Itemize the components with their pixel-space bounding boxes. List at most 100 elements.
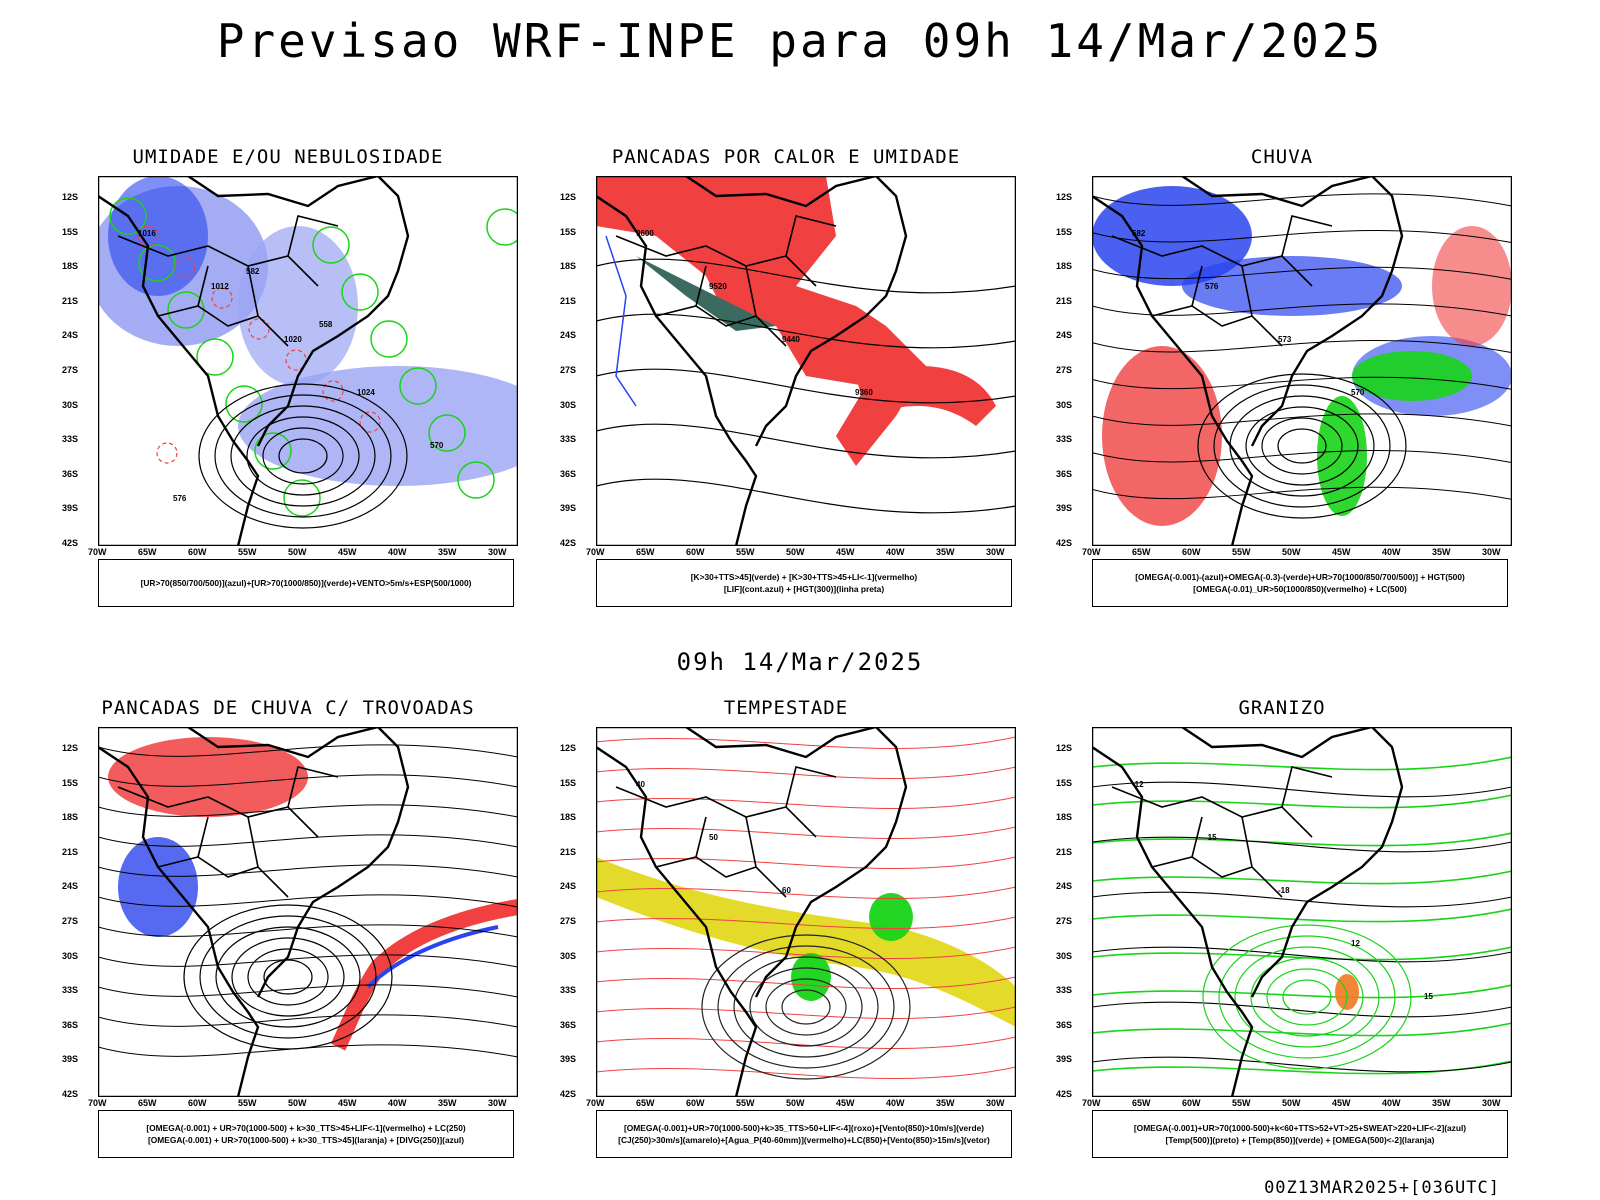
legend-box: [UR>70(850/700/500)](azul)+[UR>70(1000/8…: [98, 559, 514, 607]
lon-tick-label: 45W: [1332, 547, 1351, 557]
lon-tick-label: 50W: [1282, 547, 1301, 557]
lon-tick-label: 65W: [636, 547, 655, 557]
legend-text: [CJ(250)>30m/s](amarelo)+[Agua_P(40-60mm…: [618, 1135, 990, 1145]
legend-text: [OMEGA(-0.001) + UR>70(1000-500) + k>30_…: [147, 1135, 465, 1145]
contour-value-label: 570: [430, 441, 444, 450]
green-wind-area: [869, 893, 913, 941]
green-humidity-contour: [370, 320, 408, 358]
contour-value-label: 582: [1132, 229, 1146, 238]
lat-tick-label: 18S: [560, 261, 577, 272]
lon-tick-label: 35W: [438, 547, 457, 557]
legend-text: [LIF](cont.azul) + [HGT(300)](linha pret…: [723, 584, 885, 594]
lat-tick-label: 36S: [62, 468, 79, 479]
lat-tick-label: 36S: [560, 468, 577, 479]
contour-value-label: 1012: [211, 282, 229, 291]
green-humidity-contour: [399, 367, 437, 405]
red-omega-area: [1432, 226, 1512, 346]
contour-value-label: 9520: [709, 282, 727, 291]
contour-value-label: 9360: [855, 388, 873, 397]
temp850-vortex: [1250, 957, 1364, 1037]
lat-tick-label: 39S: [560, 1054, 577, 1065]
coastline: [596, 746, 758, 1097]
lat-tick-label: 33S: [1056, 985, 1073, 996]
lat-tick-label: 27S: [560, 365, 577, 375]
contour-value-label: 1016: [138, 229, 156, 238]
panel-title: PANCADAS DE CHUVA C/ TROVOADAS: [101, 697, 475, 719]
lon-tick-label: 35W: [1432, 1098, 1451, 1108]
lon-tick-label: 70W: [586, 1098, 605, 1108]
temp500-contour: [1092, 1001, 1512, 1018]
lat-tick-label: 15S: [1056, 777, 1073, 788]
hgt300-contour: [596, 423, 1016, 459]
lat-tick-label: 24S: [560, 881, 577, 892]
country-borders: [1111, 215, 1333, 347]
red-lc850-contour: [596, 736, 1016, 749]
country-borders: [1111, 766, 1333, 898]
lat-tick-label: 12S: [62, 743, 79, 753]
lat-tick-label: 42S: [560, 538, 577, 548]
lon-tick-label: 30W: [488, 1098, 507, 1108]
lon-tick-label: 50W: [786, 547, 805, 557]
green-humidity-contour: [196, 338, 234, 376]
wind-vector-vortex: [781, 989, 831, 1025]
contour-value-label: 60: [782, 886, 791, 895]
contour-value-label: 576: [1205, 282, 1219, 291]
lc250-streamline: [98, 894, 518, 908]
lat-tick-label: 30S: [560, 399, 577, 410]
lon-tick-label: 70W: [88, 547, 107, 557]
legend-text: [OMEGA(-0.001)+UR>70(1000-500)+k<60+TTS>…: [1133, 1123, 1467, 1133]
country-borders: [615, 766, 837, 898]
temp500-contour: [1092, 1056, 1512, 1073]
map-frame: [98, 176, 518, 546]
coastline: [1092, 746, 1254, 1097]
lc250-streamline: [98, 1014, 518, 1028]
lon-tick-label: 70W: [1082, 1098, 1101, 1108]
lc250-streamline: [98, 834, 518, 848]
green-humidity-contour: [225, 385, 263, 423]
map-canvas: -12 -15 -18 12 15: [1092, 727, 1512, 1097]
lon-tick-label: 30W: [986, 547, 1005, 557]
pressure-isobar: [198, 383, 408, 529]
forecast-map: -12 -15 -18 12 15: [1092, 727, 1512, 1097]
lat-tick-label: 12S: [1056, 743, 1073, 753]
red-thickness-contour: [211, 287, 233, 309]
green-humidity-contour: [341, 273, 379, 311]
contour-value-label: 582: [246, 267, 260, 276]
green-humidity-contour: [109, 197, 147, 235]
lon-tick-label: 55W: [238, 1098, 257, 1108]
lon-tick-label: 65W: [1132, 547, 1151, 557]
lon-tick-label: 30W: [488, 547, 507, 557]
lc250-vortex: [247, 948, 329, 1006]
lat-tick-label: 33S: [62, 985, 79, 996]
lat-tick-label: 21S: [62, 846, 79, 857]
lat-tick-label: 30S: [1056, 399, 1073, 410]
lat-tick-label: 18S: [560, 812, 577, 823]
contour-value-label: 1024: [357, 388, 375, 397]
lon-tick-label: 70W: [88, 1098, 107, 1108]
coastline: [596, 195, 758, 546]
lat-tick-label: 42S: [62, 538, 79, 548]
lon-tick-label: 55W: [1232, 1098, 1251, 1108]
lat-tick-label: 18S: [62, 812, 79, 823]
lon-tick-label: 40W: [388, 1098, 407, 1108]
yellow-jet-band: [596, 857, 1016, 1027]
lon-tick-label: 50W: [288, 547, 307, 557]
blue-omega-area: [1182, 256, 1402, 316]
lat-tick-label: 39S: [1056, 1054, 1073, 1065]
map-frame: [98, 727, 518, 1097]
temp850-vortex: [1202, 924, 1412, 1070]
lat-tick-label: 30S: [560, 950, 577, 961]
hgt500-streamline: [1092, 303, 1512, 317]
legend-box: [OMEGA(-0.001)+UR>70(1000-500)+k>35_TTS>…: [596, 1110, 1012, 1158]
hgt500-streamline: [1092, 340, 1512, 354]
lat-tick-label: 15S: [62, 777, 79, 788]
pressure-isobar: [246, 416, 360, 496]
contour-value-label: -12: [1132, 780, 1144, 789]
temp850-contour: [1092, 870, 1512, 885]
contour-value-label: -15: [1205, 833, 1217, 842]
country-borders: [117, 215, 339, 347]
forecast-map: 582 576 573 570: [1092, 176, 1512, 546]
map-frame: [596, 176, 1016, 546]
lc250-vortex: [183, 904, 393, 1050]
lat-tick-label: 24S: [1056, 330, 1073, 341]
